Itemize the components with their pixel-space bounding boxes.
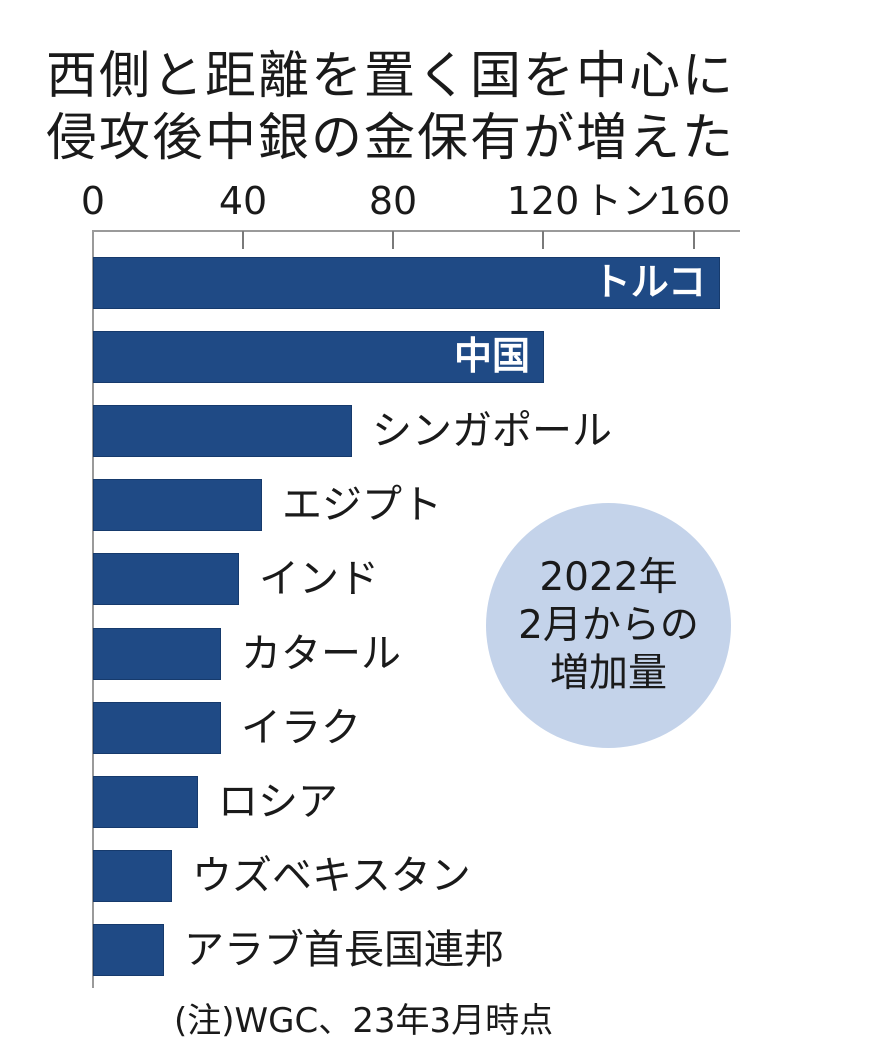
bar [93, 331, 544, 383]
tick-label-160: 160 [657, 179, 731, 223]
bar-row: ロシア [93, 776, 338, 828]
bar-row: インド [93, 553, 379, 605]
annotation-circle: 2022年 2月からの 増加量 [486, 503, 731, 748]
bar-row: ウズベキスタン [93, 850, 471, 902]
bar [93, 850, 172, 902]
tick-label-40: 40 [218, 179, 268, 223]
bar-label: カタール [241, 631, 401, 677]
bar-label: シンガポール [372, 408, 612, 454]
bar-label: ウズベキスタン [192, 853, 471, 899]
y-axis-line [92, 230, 94, 988]
bar [93, 257, 720, 309]
bar-label: アラブ首長国連邦 [184, 927, 504, 973]
bar-label: イラク [241, 705, 361, 751]
bar [93, 702, 221, 754]
tick-label-120: 120 [506, 179, 580, 223]
bar-label: ロシア [218, 779, 338, 825]
bar-label: インド [259, 556, 379, 602]
x-axis-tick-labels: 0 40 80 120 トン 160 [0, 176, 880, 226]
annotation-line-2: 2月からの [518, 602, 699, 648]
bar-row: エジプト [93, 479, 442, 531]
annotation-line-3: 増加量 [549, 650, 667, 696]
bar-row: イラク [93, 702, 361, 754]
tick-mark-160 [693, 231, 695, 249]
bar-row: シンガポール [93, 405, 612, 457]
bar [93, 628, 221, 680]
bar-label: トルコ [592, 260, 706, 304]
tick-mark-120 [542, 231, 544, 249]
bar-label: 中国 [453, 334, 530, 378]
bar-row: 中国 [93, 331, 544, 383]
tick-mark-40 [242, 231, 244, 249]
bar-row: アラブ首長国連邦 [93, 924, 504, 976]
bar-row: トルコ [93, 257, 720, 309]
chart-title-line-1: 西側と距離を置く国を中心に [46, 47, 736, 106]
bar [93, 553, 239, 605]
x-axis-line [93, 230, 740, 232]
footnote: (注)WGC、23年3月時点 [174, 1001, 554, 1041]
chart-title-line-2: 侵攻後中銀の金保有が増えた [46, 109, 736, 168]
annotation-line-1: 2022年 [539, 554, 678, 600]
bar [93, 776, 198, 828]
bar [93, 924, 164, 976]
bar-label: エジプト [282, 482, 442, 528]
tick-label-80: 80 [368, 179, 418, 223]
tick-mark-80 [392, 231, 394, 249]
chart-title: 西側と距離を置く国を中心に 侵攻後中銀の金保有が増えた [46, 46, 735, 170]
bar-row: カタール [93, 628, 401, 680]
tick-label-0: 0 [80, 179, 106, 223]
bar [93, 479, 262, 531]
bar [93, 405, 352, 457]
unit-label: トン [584, 179, 661, 223]
